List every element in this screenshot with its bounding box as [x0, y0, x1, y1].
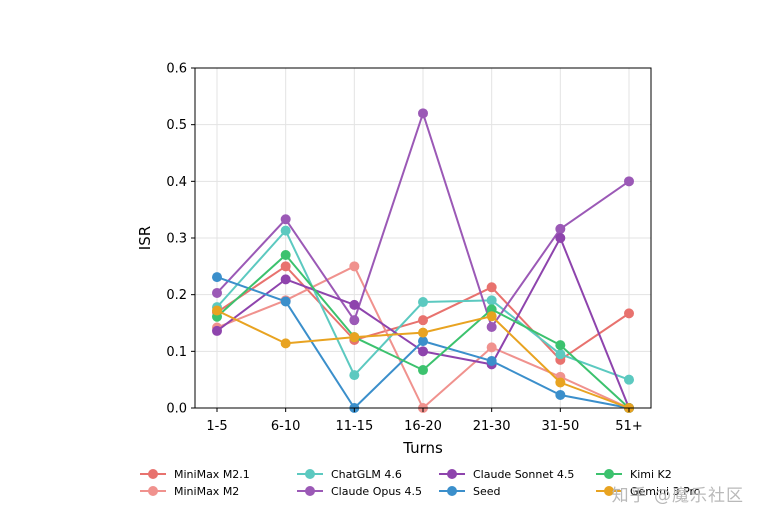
data-point-gemini-3-pro [418, 327, 428, 338]
x-tick-label: 51+ [615, 419, 642, 434]
data-point-seed [418, 336, 428, 347]
data-point-seed [280, 296, 291, 307]
y-tick-label: 0.1 [166, 345, 187, 360]
data-point-minimax-m2-1 [486, 282, 497, 293]
axes: 0.0 0.1 0.2 0.3 0.4 0.5 0.6 1-5 6-10 11-15 16-20 21… [166, 62, 642, 435]
legend: MiniMax M2.1 MiniMax M2 ChatGLM 4.6 Claude … [140, 468, 701, 498]
data-point-gemini-3-pro [280, 338, 291, 349]
x-tick-label: 11-15 [335, 419, 373, 434]
data-point-kimi-k2 [555, 340, 566, 351]
data-point-chatglm-4-6 [486, 295, 497, 306]
data-point-chatglm-4-6 [418, 297, 428, 308]
y-axis-title: ISR [136, 226, 154, 250]
data-point-kimi-k2 [280, 250, 291, 260]
legend-swatch-marker-minimax-m2 [148, 486, 158, 496]
data-point-gemini-3-pro [349, 332, 360, 343]
legend-swatch-marker-chatglm-4-6 [305, 469, 315, 479]
y-tick-label: 0.4 [166, 175, 187, 190]
watermark-text: 知乎 @魔乐社区 [611, 486, 744, 506]
legend-label-minimax-m2: MiniMax M2 [174, 485, 239, 498]
data-point-chatglm-4-6 [555, 349, 566, 360]
x-tick-label: 16-20 [404, 419, 442, 434]
x-tick-label: 21-30 [473, 419, 511, 434]
legend-swatch-marker-kimi-k2 [604, 469, 614, 479]
data-point-claude-sonnet-4-5 [280, 274, 291, 285]
data-point-minimax-m2 [486, 342, 497, 353]
data-point-claude-opus-4-5 [624, 176, 634, 187]
data-point-chatglm-4-6 [624, 374, 634, 385]
data-point-chatglm-4-6 [349, 370, 360, 381]
data-point-claude-sonnet-4-5 [555, 233, 566, 243]
data-point-gemini-3-pro [212, 305, 222, 316]
data-point-claude-opus-4-5 [486, 321, 497, 332]
data-point-minimax-m2-1 [280, 261, 291, 272]
y-tick-label: 0.2 [166, 288, 187, 303]
y-tick-label: 0.6 [166, 62, 187, 77]
y-tick-label: 0.5 [166, 118, 187, 133]
legend-swatch-marker-claude-sonnet-4-5 [447, 469, 457, 479]
data-point-gemini-3-pro [486, 311, 497, 322]
legend-label-seed: Seed [473, 485, 501, 498]
legend-label-claude-sonnet-4-5: Claude Sonnet 4.5 [473, 468, 574, 481]
data-point-claude-sonnet-4-5 [212, 325, 222, 336]
data-point-seed [555, 389, 566, 400]
data-point-claude-opus-4-5 [280, 214, 291, 225]
data-point-claude-opus-4-5 [418, 108, 428, 119]
data-point-kimi-k2 [418, 365, 428, 376]
grid-lines [195, 67, 651, 409]
data-point-minimax-m2-1 [418, 315, 428, 326]
legend-swatch-marker-gemini-3-pro [604, 486, 614, 496]
data-point-claude-opus-4-5 [555, 223, 566, 234]
y-tick-label: 0.0 [166, 402, 187, 417]
legend-swatch-marker-minimax-m2-1 [148, 469, 158, 479]
legend-swatch-marker-claude-opus-4-5 [305, 486, 315, 496]
data-point-claude-opus-4-5 [349, 315, 360, 326]
data-point-claude-opus-4-5 [212, 287, 222, 298]
data-point-chatglm-4-6 [280, 225, 291, 236]
legend-label-claude-opus-4-5: Claude Opus 4.5 [331, 485, 422, 498]
data-point-claude-sonnet-4-5 [418, 346, 428, 357]
legend-label-chatglm-4-6: ChatGLM 4.6 [331, 468, 402, 481]
legend-label-gemini-3-pro: Gemini 3 Pro [630, 485, 701, 498]
series-lines [212, 108, 634, 413]
x-axis-title: Turns [402, 439, 443, 457]
legend-swatch-marker-seed [447, 486, 457, 496]
data-point-seed [212, 272, 222, 283]
data-point-minimax-m2 [349, 261, 360, 272]
data-point-seed [486, 355, 497, 366]
x-tick-label: 31-50 [541, 419, 579, 434]
y-tick-label: 0.3 [166, 232, 187, 247]
x-tick-label: 1-5 [206, 419, 227, 434]
legend-label-minimax-m2-1: MiniMax M2.1 [174, 468, 250, 481]
x-tick-label: 6-10 [271, 419, 301, 434]
data-point-claude-sonnet-4-5 [349, 299, 360, 310]
data-point-gemini-3-pro [555, 377, 566, 388]
data-point-minimax-m2-1 [624, 308, 634, 319]
legend-label-kimi-k2: Kimi K2 [630, 468, 672, 481]
